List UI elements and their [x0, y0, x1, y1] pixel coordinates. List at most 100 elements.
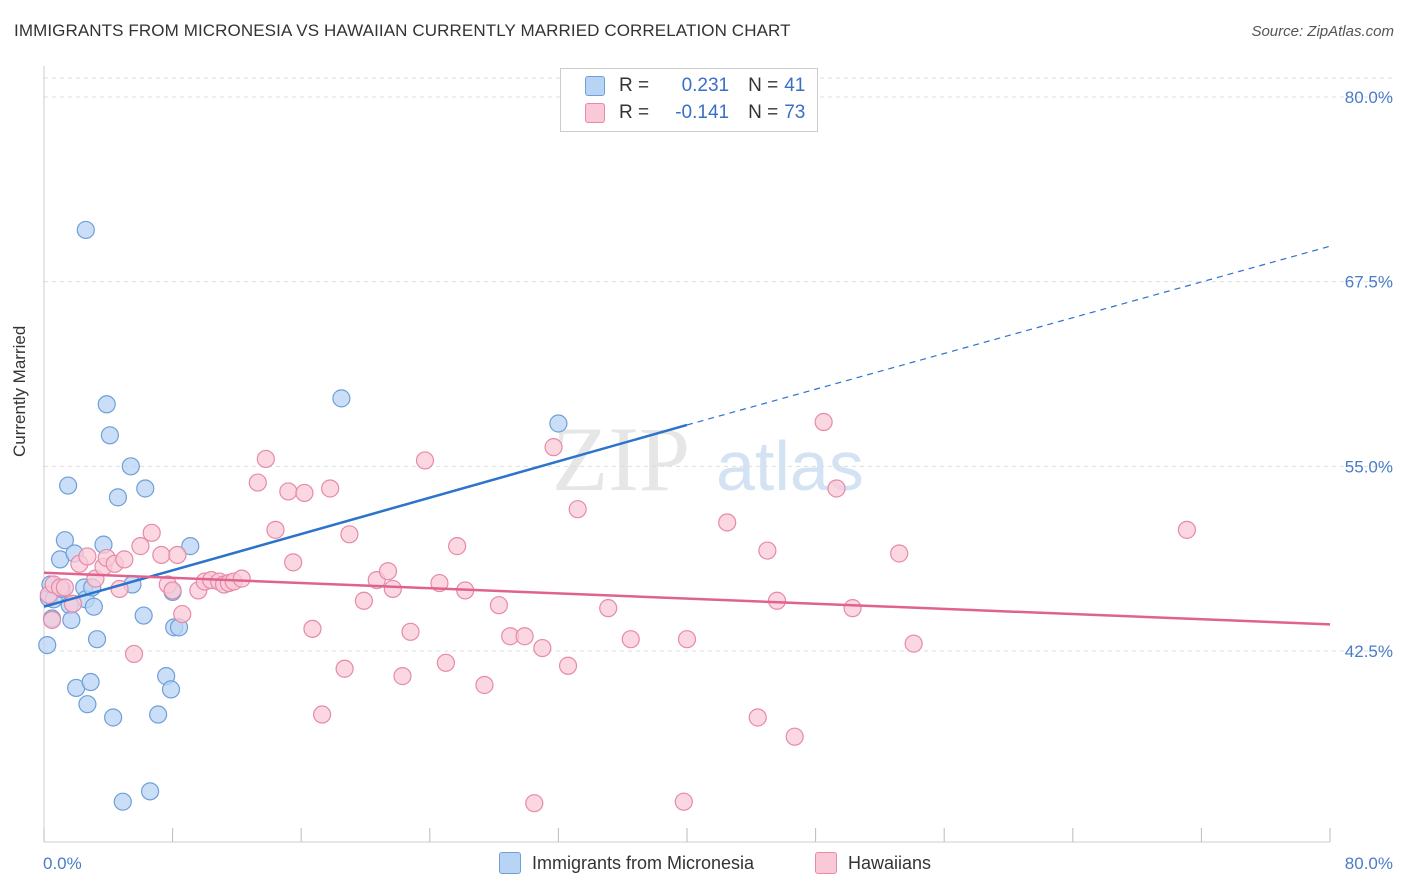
trend-line-hawaiian: [43, 571, 1331, 626]
legend-label-micronesia: Immigrants from Micronesia: [532, 852, 755, 873]
data-point-hawaiian: [378, 562, 398, 581]
data-point-micronesia: [97, 395, 116, 414]
tick-labels: 42.5% 55.0% 67.5% 80.0% 0.0% 80.0%: [43, 88, 1393, 873]
data-point-hawaiian: [383, 579, 402, 599]
x-tick-label: 0.0%: [43, 854, 82, 873]
data-point-micronesia: [549, 414, 568, 433]
data-point-hawaiian: [677, 630, 697, 649]
data-point-hawaiian: [489, 596, 509, 615]
trend-line-micronesia: [43, 423, 688, 608]
data-point-micronesia: [161, 680, 181, 699]
legend-r-value: 0.231: [681, 75, 730, 96]
series-hawaiians: [39, 412, 1197, 813]
data-point-micronesia: [136, 479, 155, 498]
data-point-hawaiian: [142, 523, 161, 542]
data-point-hawaiian: [78, 547, 97, 566]
data-point-hawaiian: [321, 479, 340, 498]
legend-row-micronesia: R = 0.231 N = 41: [585, 73, 805, 99]
source-label: Source: ZipAtlas.com: [1251, 23, 1394, 40]
data-point-hawaiian: [42, 610, 62, 630]
data-point-micronesia: [108, 488, 128, 507]
grid: [44, 77, 1394, 652]
legend-r-label: R =: [619, 75, 650, 96]
data-point-hawaiian: [448, 537, 467, 556]
legend-swatch-hawaiian: [585, 103, 605, 123]
data-point-hawaiian: [525, 794, 544, 813]
data-point-hawaiian: [904, 634, 923, 653]
axes: [43, 66, 1331, 843]
y-tick-label: 80.0%: [1345, 88, 1393, 107]
data-point-micronesia: [113, 792, 132, 811]
y-tick-label: 67.5%: [1345, 273, 1393, 292]
data-point-hawaiian: [266, 520, 285, 539]
data-point-hawaiian: [568, 500, 587, 519]
data-point-hawaiian: [256, 449, 275, 469]
data-point-hawaiian: [163, 581, 182, 600]
data-point-hawaiian: [621, 630, 640, 649]
data-point-micronesia: [81, 672, 100, 692]
data-point-hawaiian: [295, 483, 314, 503]
data-point-hawaiian: [544, 438, 563, 457]
data-point-micronesia: [76, 220, 95, 240]
data-point-hawaiian: [843, 599, 862, 618]
data-point-hawaiian: [558, 656, 578, 675]
data-point-micronesia: [59, 476, 78, 495]
data-point-micronesia: [104, 708, 123, 727]
legend-r-value: -0.141: [675, 102, 730, 123]
x-tick-label: 80.0%: [1345, 854, 1393, 873]
data-point-hawaiian: [1177, 520, 1197, 539]
data-point-hawaiian: [827, 479, 846, 498]
trend-line-micronesia-extension: [686, 245, 1331, 426]
legend-row-hawaiian: R = -0.141 N = 73: [585, 100, 805, 126]
series-immigrants-from-micronesia: [38, 220, 568, 811]
data-point-micronesia: [84, 597, 103, 616]
chart-title: IMMIGRANTS FROM MICRONESIA VS HAWAIIAN C…: [14, 21, 791, 40]
data-point-hawaiian: [284, 553, 303, 572]
legend-swatch-micronesia: [585, 76, 605, 96]
data-point-hawaiian: [515, 627, 534, 646]
legend-item-hawaiian: Hawaiians: [815, 852, 931, 874]
data-point-hawaiian: [785, 727, 804, 746]
data-point-hawaiian: [232, 569, 251, 588]
data-point-hawaiian: [748, 708, 767, 727]
series-legend: Immigrants from Micronesia Hawaiians: [0, 852, 1406, 878]
data-point-micronesia: [55, 531, 74, 550]
data-point-hawaiian: [173, 604, 192, 624]
data-point-micronesia: [134, 606, 153, 625]
data-point-hawaiian: [248, 473, 267, 492]
trend-lines: [43, 245, 1331, 626]
watermark-zip: ZIP: [552, 408, 690, 510]
data-point-hawaiian: [55, 578, 74, 597]
legend-n-label: N =: [748, 102, 779, 123]
data-point-micronesia: [78, 695, 97, 714]
data-point-hawaiian: [718, 513, 737, 532]
legend-swatch-micronesia: [499, 852, 521, 874]
legend-n-value: 73: [784, 102, 806, 123]
data-point-micronesia: [100, 426, 120, 445]
legend-n-label: N =: [748, 75, 779, 96]
data-point-hawaiian: [599, 599, 618, 618]
data-point-micronesia: [62, 610, 81, 630]
data-point-micronesia: [140, 782, 160, 801]
data-point-hawaiian: [354, 591, 373, 610]
data-point-hawaiian: [303, 619, 322, 638]
data-point-hawaiian: [312, 705, 332, 724]
data-point-hawaiian: [814, 412, 833, 432]
data-point-micronesia: [181, 537, 200, 556]
y-tick-label: 42.5%: [1345, 642, 1393, 661]
data-point-hawaiian: [758, 541, 777, 560]
legend-swatch-hawaiian: [815, 852, 837, 874]
data-point-hawaiian: [401, 622, 420, 641]
data-point-hawaiian: [279, 482, 298, 501]
data-point-hawaiian: [152, 545, 171, 565]
correlation-legend: R = 0.231 N = 41 R = -0.141 N = 73: [560, 68, 818, 132]
legend-label-hawaiian: Hawaiians: [848, 852, 932, 873]
legend-r-label: R =: [619, 102, 650, 123]
data-point-hawaiian: [533, 638, 552, 658]
data-point-hawaiian: [436, 653, 455, 672]
data-point-hawaiian: [674, 792, 693, 811]
data-point-hawaiian: [890, 544, 909, 563]
data-point-hawaiian: [340, 525, 359, 544]
data-point-hawaiian: [415, 451, 435, 470]
y-tick-label: 55.0%: [1345, 457, 1393, 476]
